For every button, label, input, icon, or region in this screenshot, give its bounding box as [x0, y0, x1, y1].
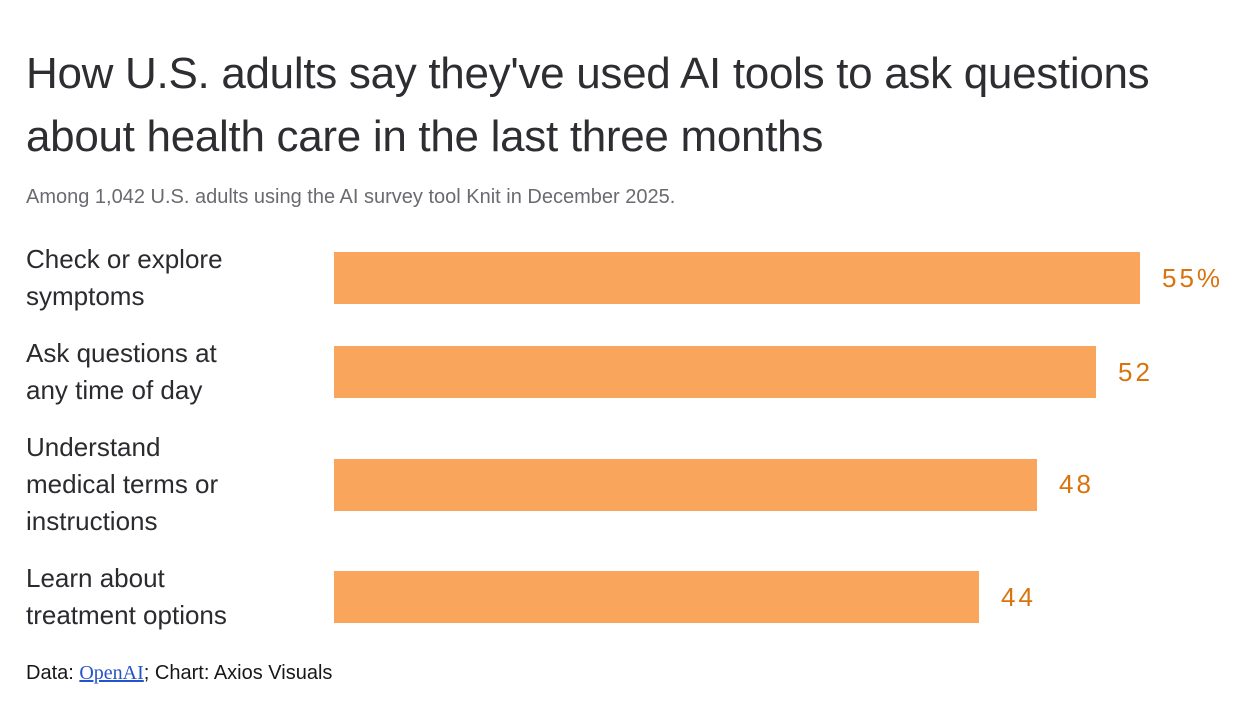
source-link-openai[interactable]: OpenAI — [79, 662, 144, 684]
bar — [334, 571, 979, 623]
category-label: Check or explore symptoms — [26, 244, 223, 311]
chart-row: Learn about treatment options 44 — [26, 560, 1230, 634]
chart-row: Ask questions at any time of day 52 — [26, 335, 1230, 409]
footer-credit: Data: OpenAI; Chart: Axios Visuals — [26, 662, 1230, 685]
category-label: Ask questions at any time of day — [26, 338, 217, 405]
footer-data-label: Data: — [26, 662, 80, 684]
bar-area: 52 — [334, 346, 1230, 398]
footer-chart-credit: ; Chart: Axios Visuals — [143, 662, 333, 684]
bar — [334, 458, 1037, 511]
chart-subtitle: Among 1,042 U.S. adults using the AI sur… — [26, 186, 676, 208]
page-title: How U.S. adults say they've used AI tool… — [26, 49, 1150, 161]
bar-chart: Check or explore symptoms 55% Ask questi… — [26, 241, 1230, 634]
category-label: Understand medical terms or instructions — [26, 432, 219, 536]
value-label: 55% — [1162, 262, 1224, 293]
bar — [334, 252, 1140, 304]
chart-row: Understand medical terms or instructions… — [26, 429, 1230, 540]
value-label: 44 — [1001, 581, 1036, 612]
bar — [334, 346, 1096, 398]
value-label: 52 — [1118, 356, 1153, 387]
chart-row: Check or explore symptoms 55% — [26, 241, 1230, 315]
value-label: 48 — [1059, 469, 1094, 499]
bar-area: 44 — [334, 571, 1230, 623]
bar-area: 48 — [334, 458, 1230, 511]
bar-area: 55% — [334, 252, 1230, 304]
category-label: Learn about treatment options — [26, 563, 227, 630]
